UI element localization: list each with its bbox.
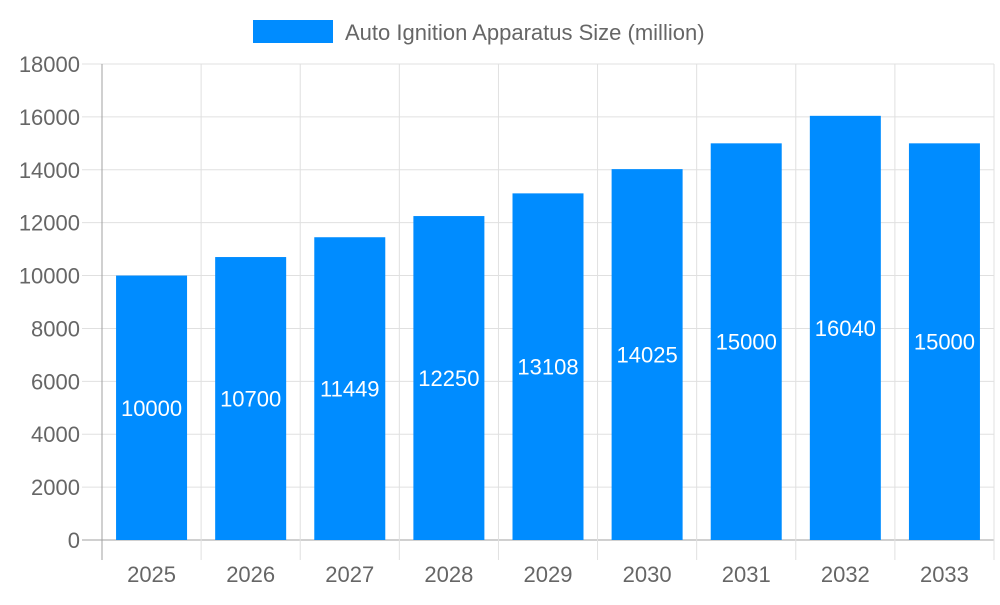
data-label: 10700	[220, 387, 281, 412]
y-tick-label: 8000	[31, 316, 80, 341]
y-tick-label: 0	[68, 528, 80, 553]
bar	[512, 193, 584, 541]
data-label: 16040	[815, 316, 876, 341]
data-label: 10000	[121, 396, 182, 421]
y-tick-label: 14000	[19, 158, 80, 183]
y-tick-label: 2000	[31, 475, 80, 500]
x-tick-label: 2028	[424, 562, 473, 587]
data-label: 13108	[517, 355, 578, 380]
legend[interactable]: Auto Ignition Apparatus Size (million)	[253, 20, 705, 45]
y-tick-label: 6000	[31, 369, 80, 394]
x-tick-label: 2026	[226, 562, 275, 587]
y-tick-label: 4000	[31, 422, 80, 447]
bar	[611, 169, 683, 540]
data-label: 11449	[320, 377, 380, 402]
x-tick-label: 2032	[821, 562, 870, 587]
bar	[710, 143, 782, 541]
x-tick-label: 2031	[722, 562, 771, 587]
bar	[809, 115, 881, 540]
x-tick-label: 2029	[524, 562, 573, 587]
data-label: 14025	[617, 343, 678, 368]
bar	[908, 143, 980, 541]
x-tick-label: 2030	[623, 562, 672, 587]
x-tick-label: 2025	[127, 562, 176, 587]
y-tick-label: 10000	[19, 264, 80, 289]
bar	[413, 216, 485, 541]
data-label: 15000	[914, 330, 975, 355]
legend-swatch	[253, 20, 333, 43]
x-tick-label: 2033	[920, 562, 969, 587]
data-label: 15000	[716, 330, 777, 355]
y-tick-label: 18000	[19, 52, 80, 77]
y-tick-label: 16000	[19, 105, 80, 130]
bar	[314, 237, 386, 540]
x-tick-label: 2027	[325, 562, 374, 587]
bar	[116, 275, 188, 540]
data-label: 12250	[418, 366, 479, 391]
y-tick-label: 12000	[19, 211, 80, 236]
legend-label: Auto Ignition Apparatus Size (million)	[345, 20, 705, 45]
axes: 0 2000 4000 6000 8000 10000 12000 14000 16000 180…	[19, 52, 969, 587]
bar	[215, 257, 287, 540]
bars: 10000 10700 11449 12250 13108 14025 15000 16040…	[116, 115, 980, 541]
